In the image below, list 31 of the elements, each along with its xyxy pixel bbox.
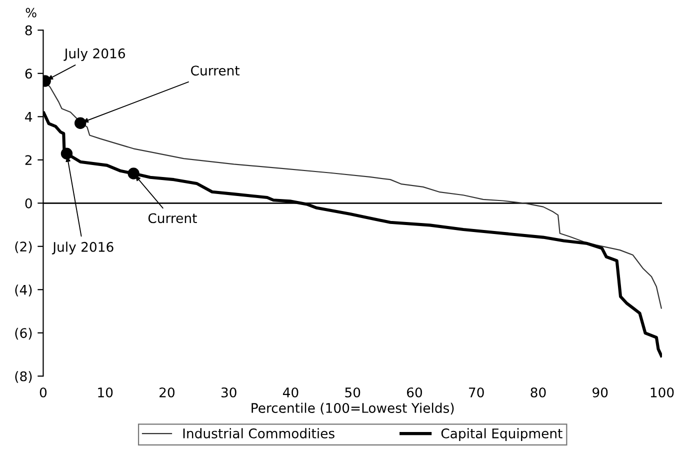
legend-label: Capital Equipment — [441, 428, 562, 441]
x-tick-label: 50 — [345, 387, 360, 398]
y-tick-label: (6) — [15, 328, 32, 340]
legend-label: Industrial Commodities — [183, 428, 334, 438]
x-tick-label: 60 — [407, 387, 422, 398]
point — [74, 117, 86, 129]
point — [128, 168, 140, 180]
point — [60, 148, 73, 160]
x-tick-label: 10 — [98, 387, 113, 398]
y-tick-label: 6 — [25, 68, 32, 79]
x-tick-label: 90 — [592, 387, 608, 398]
y-tick-label: 4 — [25, 112, 32, 122]
x-tick-label: 70 — [469, 387, 484, 398]
y-axis-title: % — [26, 8, 36, 18]
annotation: July 2016 — [52, 242, 114, 254]
x-tick-label: 100 — [650, 387, 674, 398]
x-tick-label: 30 — [221, 387, 236, 398]
x-tick-label: 80 — [530, 387, 546, 398]
y-tick-label: 0 — [25, 198, 32, 208]
y-tick-label: 2 — [25, 155, 32, 165]
x-tick-label: 20 — [160, 387, 174, 398]
x-tick-label: 0 — [40, 387, 47, 398]
annotation: July 2016 — [64, 48, 125, 61]
x-axis-title: Percentile (100=Lowest Yields) — [252, 402, 454, 415]
annotation: Current — [148, 213, 197, 224]
y-tick-label: (8) — [15, 371, 32, 383]
y-tick-label: 8 — [25, 25, 32, 36]
x-tick-label: 40 — [282, 387, 298, 398]
y-tick-label: (2) — [15, 241, 32, 254]
y-tick-label: (4) — [15, 284, 32, 296]
annotation: Current — [191, 66, 240, 76]
